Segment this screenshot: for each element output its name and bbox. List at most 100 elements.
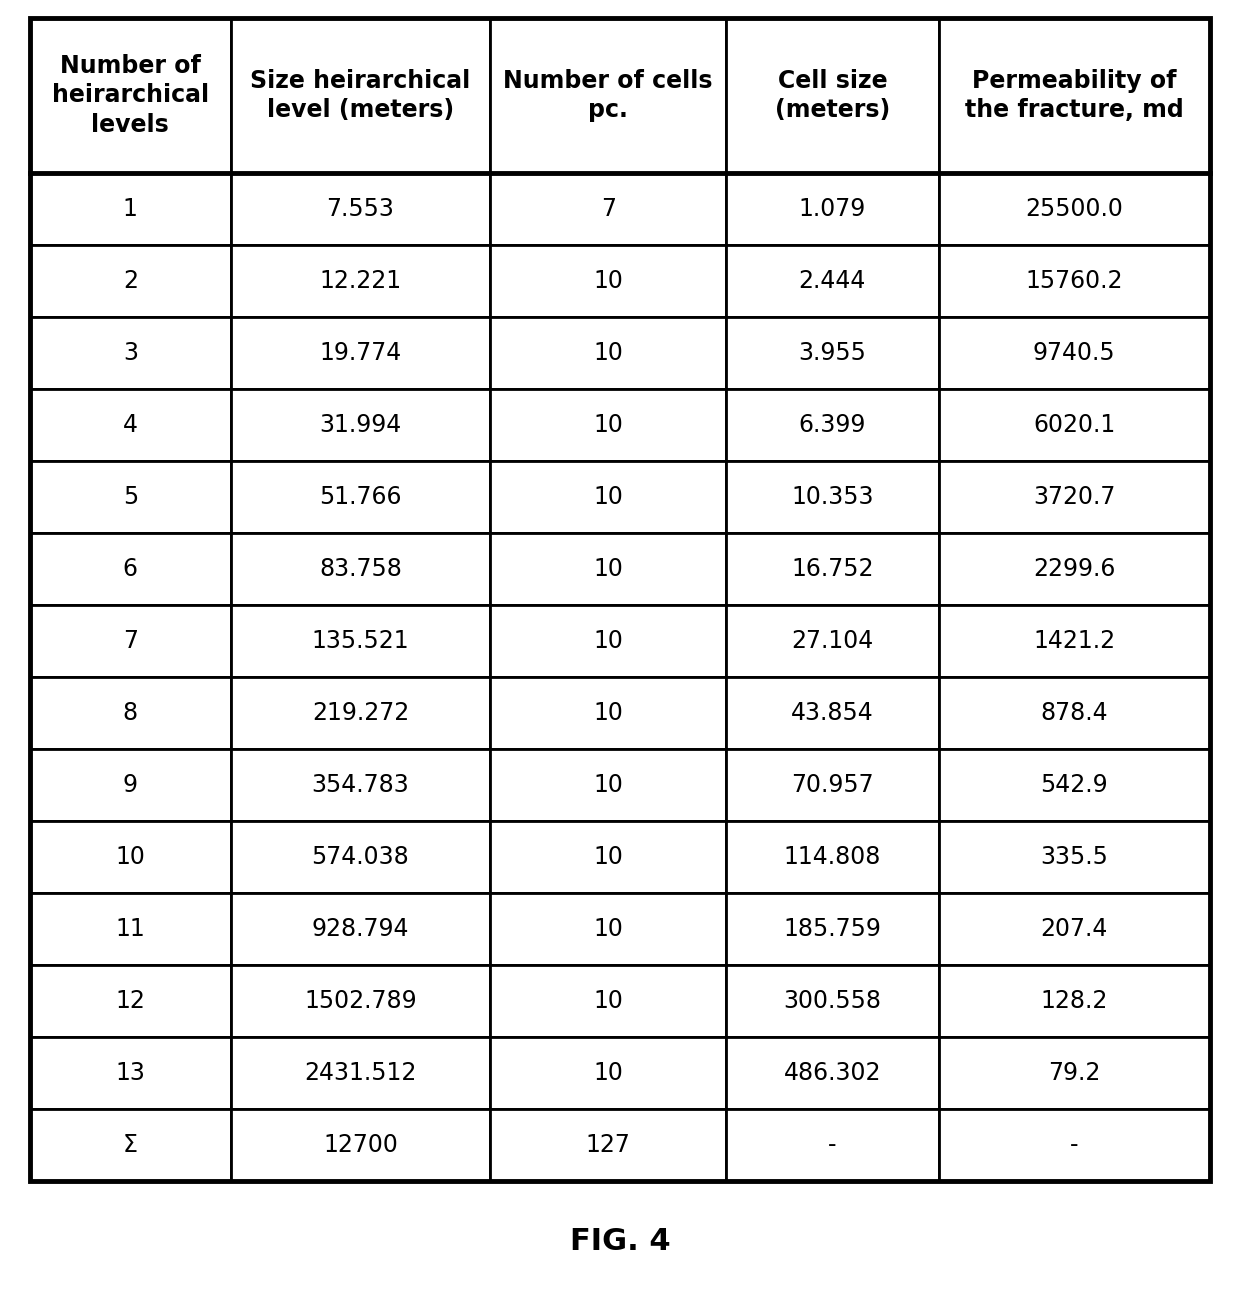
Text: 2431.512: 2431.512 [304,1061,417,1084]
Bar [939,1036,1210,1109]
Bar [490,893,727,965]
Text: -: - [1070,1134,1079,1157]
Text: Number of cells
pc.: Number of cells pc. [503,69,713,123]
Bar [30,533,231,606]
Bar [939,1109,1210,1181]
Bar [939,965,1210,1036]
Text: Permeability of
the fracture, md: Permeability of the fracture, md [965,69,1184,123]
Bar [231,1109,490,1181]
Bar [231,965,490,1036]
Bar [490,1036,727,1109]
Bar [727,893,939,965]
Bar [231,749,490,820]
Text: 2: 2 [123,269,138,292]
Text: 10: 10 [115,845,145,870]
Text: 9: 9 [123,773,138,797]
Text: 5: 5 [123,485,138,509]
Text: 13: 13 [115,1061,145,1084]
Text: 1: 1 [123,197,138,221]
Text: 127: 127 [585,1134,631,1157]
Text: 10: 10 [593,342,624,365]
Text: 3.955: 3.955 [799,342,867,365]
Bar [727,461,939,533]
Text: 10.353: 10.353 [791,485,874,509]
Bar [939,533,1210,606]
Text: 51.766: 51.766 [319,485,402,509]
Bar [939,173,1210,245]
Bar [30,389,231,461]
Text: 1421.2: 1421.2 [1033,629,1115,653]
Text: 31.994: 31.994 [319,413,402,437]
Text: 3720.7: 3720.7 [1033,485,1116,509]
Bar [490,820,727,893]
Text: Σ: Σ [123,1134,138,1157]
Text: 10: 10 [593,413,624,437]
Text: Size heirarchical
level (meters): Size heirarchical level (meters) [250,69,470,123]
Text: 185.759: 185.759 [784,917,882,941]
Text: 16.752: 16.752 [791,556,874,581]
Text: 9740.5: 9740.5 [1033,342,1116,365]
Bar [727,965,939,1036]
Text: 10: 10 [593,269,624,292]
Bar [490,677,727,749]
Text: 486.302: 486.302 [784,1061,882,1084]
Bar [490,18,727,173]
Bar [30,820,231,893]
Text: 574.038: 574.038 [311,845,409,870]
Text: 12.221: 12.221 [320,269,402,292]
Text: 207.4: 207.4 [1040,917,1109,941]
Bar [30,1109,231,1181]
Text: 878.4: 878.4 [1040,701,1109,725]
Bar [30,965,231,1036]
Text: 79.2: 79.2 [1048,1061,1100,1084]
Bar [30,173,231,245]
Bar [939,389,1210,461]
Bar [939,317,1210,389]
Bar [231,173,490,245]
Text: 43.854: 43.854 [791,701,874,725]
Bar [490,533,727,606]
Bar [231,1036,490,1109]
Bar [727,677,939,749]
Bar [490,173,727,245]
Text: 6.399: 6.399 [799,413,866,437]
Bar [30,18,231,173]
Bar [727,749,939,820]
Text: 1.079: 1.079 [799,197,866,221]
Text: 542.9: 542.9 [1040,773,1109,797]
Bar [490,1109,727,1181]
Text: 114.808: 114.808 [784,845,882,870]
Bar [939,677,1210,749]
Text: Number of
heirarchical
levels: Number of heirarchical levels [52,54,208,137]
Bar [30,606,231,677]
Text: Cell size
(meters): Cell size (meters) [775,69,890,123]
Text: 128.2: 128.2 [1040,989,1109,1013]
Text: 10: 10 [593,701,624,725]
Text: 11: 11 [115,917,145,941]
Bar [231,606,490,677]
Bar [727,606,939,677]
Bar [727,18,939,173]
Text: 300.558: 300.558 [784,989,882,1013]
Bar [939,893,1210,965]
Bar [727,1036,939,1109]
Bar [490,606,727,677]
Text: 10: 10 [593,485,624,509]
Bar [490,749,727,820]
Text: 15760.2: 15760.2 [1025,269,1123,292]
Text: 7.553: 7.553 [326,197,394,221]
Bar [490,317,727,389]
Text: 2.444: 2.444 [799,269,866,292]
Text: 928.794: 928.794 [311,917,409,941]
Text: 3: 3 [123,342,138,365]
Bar [490,389,727,461]
Bar [231,893,490,965]
Text: -: - [828,1134,837,1157]
Bar [30,1036,231,1109]
Text: 6: 6 [123,556,138,581]
Bar [231,317,490,389]
Text: 219.272: 219.272 [311,701,409,725]
Text: 25500.0: 25500.0 [1025,197,1123,221]
Bar [939,606,1210,677]
Text: 10: 10 [593,845,624,870]
